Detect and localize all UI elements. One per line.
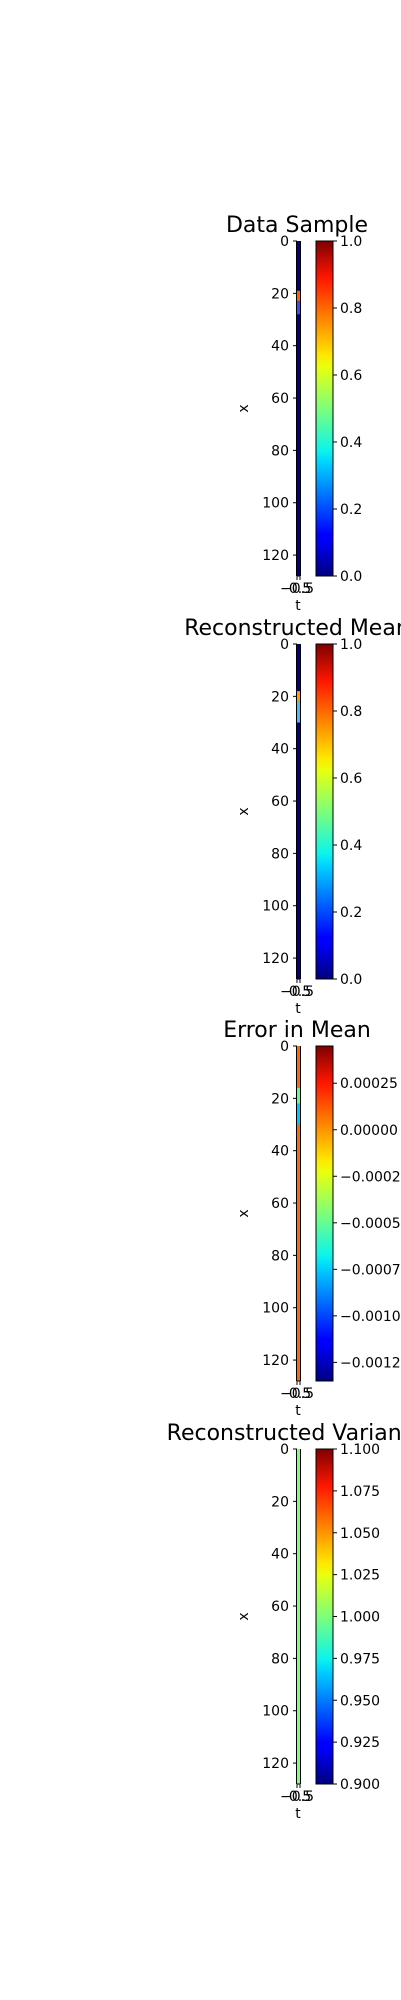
chart-title: Reconstructed Mean [184,616,401,641]
heatmap-cell-highlight [297,1104,300,1125]
x-tick-label: 0.5 [289,1789,311,1805]
colorbar-tick-label: 0.925 [340,1735,380,1751]
colorbar-tick-label: 0.4 [340,838,362,854]
colorbar [316,1449,333,1784]
panel-3: Error in Mean020406080100120−0.50.5tx0.0… [223,1018,401,1419]
colorbar-tick-label: 1.0 [340,637,362,653]
colorbar-tick-label: 0.4 [340,435,362,451]
y-axis-label: x [236,807,252,815]
y-tick-label: 0 [280,1039,289,1055]
colorbar-tick-label: 0.6 [340,368,362,384]
y-tick-label: 20 [271,1494,289,1510]
y-tick-label: 120 [262,951,289,967]
colorbar-tick-label: −0.00050 [340,1216,401,1232]
x-axis-label: t [295,1403,301,1419]
heatmap-cell-highlight [297,301,300,314]
colorbar-tick-label: −0.00075 [340,1262,401,1278]
y-tick-label: 100 [262,1704,289,1720]
y-tick-label: 60 [271,1196,289,1212]
colorbar-tick-label: 1.050 [340,1526,380,1542]
colorbar-tick-label: 0.975 [340,1651,380,1667]
colorbar-tick-label: 1.000 [340,1610,380,1626]
y-tick-label: 100 [262,899,289,915]
colorbar-tick-label: 0.0 [340,569,362,585]
y-tick-label: 60 [271,391,289,407]
y-tick-label: 60 [271,1599,289,1615]
heatmap-cell-highlight [297,702,300,723]
y-tick-label: 40 [271,1547,289,1563]
x-tick-label: 0.5 [289,984,311,1000]
panel-4: Reconstructed Variance020406080100120−0.… [167,1421,401,1822]
y-tick-label: 0 [280,234,289,250]
heatmap-cell-highlight [297,291,300,301]
y-tick-label: 20 [271,286,289,302]
y-tick-label: 120 [262,548,289,564]
x-axis-label: t [295,1806,301,1822]
colorbar-tick-label: 0.0 [340,972,362,988]
colorbar-tick-label: −0.00025 [340,1169,401,1185]
panel-2: Reconstructed Mean020406080100120−0.50.5… [184,616,401,1017]
y-tick-label: 80 [271,846,289,862]
colorbar-tick-label: 0.8 [340,704,362,720]
y-tick-label: 120 [262,1756,289,1772]
colorbar-tick-label: 1.100 [340,1442,380,1458]
panel-1: Data Sample020406080100120−0.50.5tx0.00.… [226,213,368,614]
colorbar-tick-label: 1.0 [340,234,362,250]
y-tick-label: 80 [271,1651,289,1667]
x-tick-label: 0.5 [289,1386,311,1402]
colorbar-tick-label: 0.00025 [340,1076,398,1092]
colorbar-tick-label: 0.950 [340,1693,380,1709]
y-tick-label: 60 [271,794,289,810]
heatmap-cell-highlight [297,1088,300,1104]
colorbar-tick-label: −0.00125 [340,1355,401,1371]
x-axis-label: t [295,1001,301,1017]
x-axis-label: t [295,598,301,614]
y-tick-label: 20 [271,1091,289,1107]
y-tick-label: 100 [262,496,289,512]
y-tick-label: 40 [271,1144,289,1160]
y-tick-label: 80 [271,1248,289,1264]
y-tick-label: 40 [271,742,289,758]
y-tick-label: 100 [262,1301,289,1317]
colorbar-tick-label: 0.2 [340,905,362,921]
y-tick-label: 20 [271,689,289,705]
y-axis-label: x [236,1209,252,1217]
y-tick-label: 80 [271,443,289,459]
y-axis-label: x [236,404,252,412]
colorbar-tick-label: 0.6 [340,771,362,787]
colorbar [316,1046,333,1381]
colorbar-tick-label: 0.8 [340,301,362,317]
colorbar-tick-label: 0.2 [340,502,362,518]
colorbar-tick-label: −0.00100 [340,1309,401,1325]
y-axis-label: x [236,1612,252,1620]
y-tick-label: 0 [280,637,289,653]
x-tick-label: 0.5 [289,581,311,597]
heatmap-cells [297,1449,300,1784]
heatmap-cell-highlight [297,691,300,701]
chart-title: Error in Mean [223,1018,371,1043]
colorbar [316,644,333,979]
colorbar [316,241,333,576]
colorbar-tick-label: 0.00000 [340,1123,398,1139]
y-tick-label: 120 [262,1353,289,1369]
y-tick-label: 0 [280,1442,289,1458]
y-tick-label: 40 [271,339,289,355]
colorbar-tick-label: 0.900 [340,1777,380,1793]
colorbar-tick-label: 1.025 [340,1568,380,1584]
colorbar-tick-label: 1.075 [340,1484,380,1500]
